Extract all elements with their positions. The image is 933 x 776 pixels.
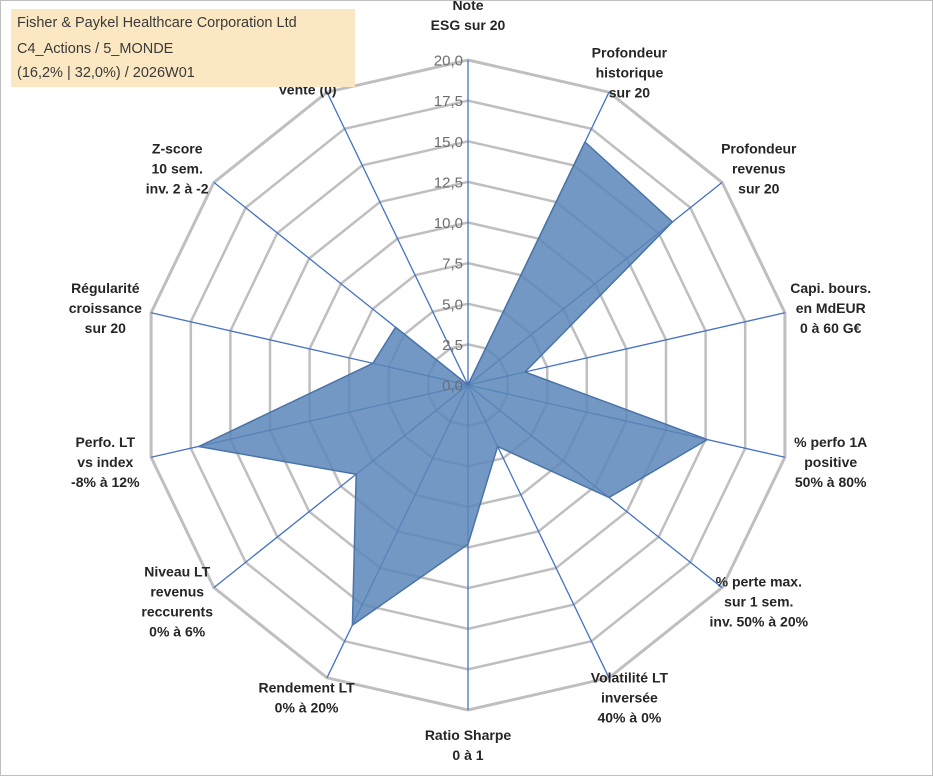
axis-label-7-line-0: Ratio Sharpe xyxy=(425,727,512,743)
axis-label-4-line-1: positive xyxy=(804,454,857,470)
axis-label-5-line-0: % perte max. xyxy=(716,573,802,589)
axis-label-0-line-0: Note xyxy=(452,1,483,13)
portfolio-label: C4_Actions / 5_MONDE xyxy=(17,41,174,57)
axis-label-2-line-1: revenus xyxy=(732,161,786,177)
axis-label-12-line-2: inv. 2 à -2 xyxy=(146,181,209,197)
axis-label-4-line-2: 50% à 80% xyxy=(795,474,867,490)
axis-label-layer: Note ESG sur 20 Profondeur historique sur 20… xyxy=(69,1,871,763)
axis-label-11-line-0: Régularité xyxy=(71,280,140,296)
axis-label-9-line-2: reccurents xyxy=(141,603,213,619)
axis-label-0: Note ESG sur 20 xyxy=(431,1,506,33)
spoke-13 xyxy=(326,91,469,386)
axis-label-3-line-1: en MdEUR xyxy=(796,300,866,316)
axis-label-11-line-2: sur 20 xyxy=(85,320,126,336)
axis-label-8-line-1: 0% à 20% xyxy=(275,700,339,716)
tick-label-5: 12,5 xyxy=(434,174,463,191)
series-area-0 xyxy=(197,141,708,626)
axis-label-8-line-0: Rendement LT xyxy=(258,680,355,696)
axis-label-2: Profondeur revenus sur 20 xyxy=(721,141,797,197)
tick-label-7: 17,5 xyxy=(434,93,463,110)
axis-label-5-line-2: inv. 50% à 20% xyxy=(710,613,809,629)
axis-label-8: Rendement LT 0% à 20% xyxy=(258,680,355,716)
axis-label-1-line-0: Profondeur xyxy=(592,44,668,60)
axis-label-6-line-0: Volatilité LT xyxy=(591,670,669,686)
axis-label-7-line-1: 0 à 1 xyxy=(452,747,483,763)
axis-label-6-line-1: inversée xyxy=(601,690,658,706)
axis-label-3: Capi. bours. en MdEUR 0 à 60 G€ xyxy=(790,280,871,336)
axis-label-12: Z-score 10 sem. inv. 2 à -2 xyxy=(146,141,209,197)
axis-label-6-line-2: 40% à 0% xyxy=(597,710,661,726)
axis-label-9-line-3: 0% à 6% xyxy=(149,623,206,639)
axis-label-2-line-2: sur 20 xyxy=(738,181,779,197)
axis-label-10-line-2: -8% à 12% xyxy=(71,474,140,490)
company-name: Fisher & Paykel Healthcare Corporation L… xyxy=(17,15,297,31)
axis-label-7: Ratio Sharpe 0 à 1 xyxy=(425,727,512,763)
axis-label-9: Niveau LT revenus reccurents 0% à 6% xyxy=(141,563,213,639)
info-box: Fisher & Paykel Healthcare Corporation L… xyxy=(11,9,355,87)
axis-label-6: Volatilité LT inversée 40% à 0% xyxy=(591,670,669,726)
tick-label-2: 5,0 xyxy=(442,296,463,313)
tick-label-8: 20,0 xyxy=(434,53,463,70)
axis-label-4-line-0: % perfo 1A xyxy=(794,434,867,450)
tick-label-3: 7,5 xyxy=(442,256,463,273)
axis-label-12-line-1: 10 sem. xyxy=(152,161,203,177)
axis-label-10: Perfo. LT vs index -8% à 12% xyxy=(71,434,140,490)
tick-label-0: 0,0 xyxy=(442,378,463,395)
axis-label-1-line-1: historique xyxy=(596,64,664,80)
axis-label-3-line-2: 0 à 60 G€ xyxy=(800,320,862,336)
axis-label-2-line-0: Profondeur xyxy=(721,141,797,157)
axis-label-10-line-0: Perfo. LT xyxy=(75,434,135,450)
axis-label-11: Régularité croissance sur 20 xyxy=(69,280,142,336)
axis-label-5: % perte max. sur 1 sem. inv. 50% à 20% xyxy=(710,573,809,629)
axis-label-9-line-0: Niveau LT xyxy=(144,563,210,579)
tick-label-6: 15,0 xyxy=(434,134,463,151)
axis-label-5-line-1: sur 1 sem. xyxy=(724,593,793,609)
tick-label-1: 2,5 xyxy=(442,337,463,354)
series-layer xyxy=(197,141,708,626)
axis-label-3-line-0: Capi. bours. xyxy=(790,280,871,296)
axis-label-12-line-0: Z-score xyxy=(152,141,203,157)
tick-label-layer: 0,0 2,5 5,0 7,5 10,0 12,5 15,0 17,5 20,0 xyxy=(434,53,463,395)
tick-label-4: 10,0 xyxy=(434,215,463,232)
period-label: (16,2% | 32,0%) / 2026W01 xyxy=(17,65,195,81)
axis-label-0-line-1: ESG sur 20 xyxy=(431,17,506,33)
axis-label-1: Profondeur historique sur 20 xyxy=(592,44,668,100)
axis-label-4: % perfo 1A positive 50% à 80% xyxy=(794,434,867,490)
axis-label-9-line-1: revenus xyxy=(150,583,204,599)
axis-label-10-line-1: vs index xyxy=(77,454,133,470)
axis-label-11-line-1: croissance xyxy=(69,300,142,316)
axis-label-1-line-2: sur 20 xyxy=(609,84,650,100)
